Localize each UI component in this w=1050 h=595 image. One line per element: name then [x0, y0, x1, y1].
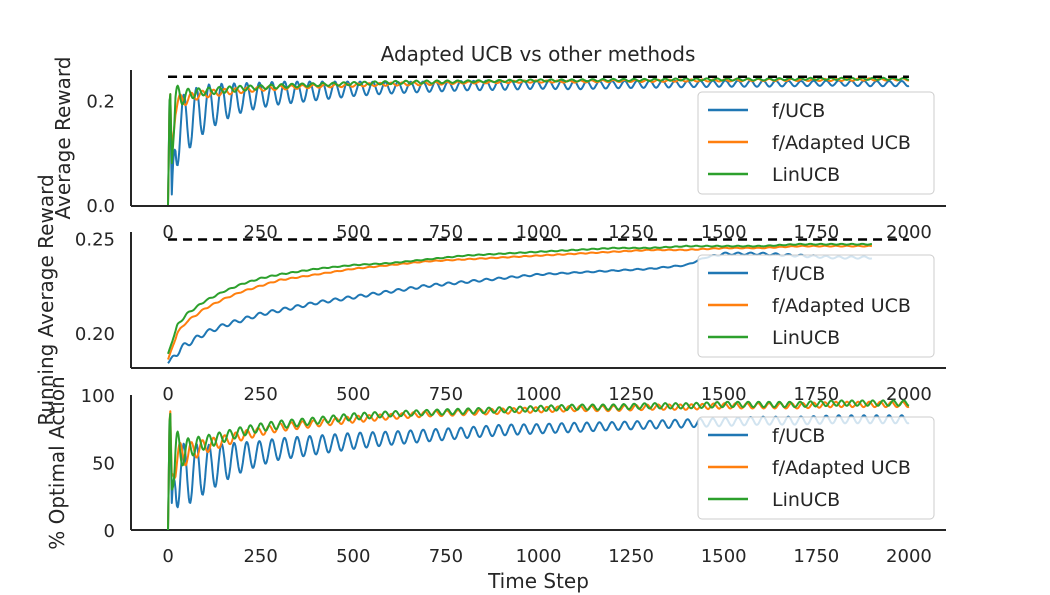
x-tick-label: 1000 — [516, 546, 562, 567]
y-tick-label: 0.0 — [86, 196, 115, 217]
y-tick-label: 100 — [81, 386, 115, 407]
y-tick-label: 50 — [92, 454, 115, 475]
x-tick-label: 1250 — [608, 384, 654, 405]
x-tick-label: 1750 — [793, 546, 839, 567]
legend: f/UCB f/Adapted UCB LinUCB — [697, 416, 935, 520]
series-line-linucb — [167, 399, 910, 531]
series-line-f-ucb — [167, 251, 873, 364]
x-tick-label: 750 — [429, 222, 463, 243]
legend-box — [697, 254, 935, 358]
x-tick-label: 1500 — [701, 384, 747, 405]
x-tick-label: 1750 — [793, 384, 839, 405]
x-tick-label: 250 — [243, 546, 277, 567]
y-tick-label: 0.25 — [75, 230, 115, 251]
series-line-f-adapted-ucb — [167, 244, 873, 360]
legend-box — [697, 91, 935, 195]
legend-label: f/Adapted UCB — [772, 457, 911, 479]
x-tick-label: 0 — [162, 222, 173, 243]
x-tick-label: 500 — [336, 222, 370, 243]
x-tick-label: 2000 — [886, 546, 932, 567]
x-tick-label: 1500 — [701, 546, 747, 567]
y-axis-label: Average Reward — [51, 57, 75, 220]
y-tick-label: 0 — [104, 521, 115, 542]
x-tick-label: 500 — [336, 384, 370, 405]
x-tick-label: 0 — [162, 384, 173, 405]
series-line-linucb — [167, 242, 873, 355]
x-axis-label: Time Step — [487, 569, 589, 593]
x-tick-label: 750 — [429, 384, 463, 405]
y-axis-label: Running Average Reward — [34, 174, 58, 425]
x-tick-label: 250 — [243, 222, 277, 243]
x-tick-label: 500 — [336, 546, 370, 567]
legend-label: LinUCB — [772, 489, 840, 511]
x-tick-label: 1250 — [608, 222, 654, 243]
y-tick-label: 0.2 — [86, 91, 115, 112]
legend-label: LinUCB — [772, 164, 840, 186]
x-tick-label: 1500 — [701, 222, 747, 243]
x-tick-label: 2000 — [886, 384, 932, 405]
legend: f/UCB f/Adapted UCB LinUCB — [697, 254, 935, 358]
legend-box — [697, 416, 935, 520]
legend-label: f/Adapted UCB — [772, 132, 911, 154]
x-tick-label: 250 — [243, 384, 277, 405]
x-tick-label: 1000 — [516, 222, 562, 243]
series-line-linucb — [167, 76, 910, 206]
legend-label: f/UCB — [772, 425, 825, 447]
x-tick-label: 1750 — [793, 222, 839, 243]
legend-label: LinUCB — [772, 327, 840, 349]
legend-label: f/UCB — [772, 100, 825, 122]
legend-label: f/Adapted UCB — [772, 295, 911, 317]
x-tick-label: 1250 — [608, 546, 654, 567]
y-tick-label: 0.20 — [75, 324, 115, 345]
legend-label: f/UCB — [772, 263, 825, 285]
x-tick-label: 2000 — [886, 222, 932, 243]
subplot-1: 0.0 0.2 0 250 500 750 1000 1250 1500 1750 2000 Aver… — [51, 57, 946, 243]
x-tick-label: 750 — [429, 546, 463, 567]
legend: f/UCB f/Adapted UCB LinUCB — [697, 91, 935, 195]
chart-title: Adapted UCB vs other methods — [381, 42, 696, 66]
x-tick-label: 1000 — [516, 384, 562, 405]
x-tick-label: 0 — [162, 546, 173, 567]
y-axis-label: % Optimal Action — [45, 376, 69, 550]
subplot-2: 0.200.250 250 500 750 1000 1250 1500 1750 2000Ru… — [34, 174, 946, 426]
